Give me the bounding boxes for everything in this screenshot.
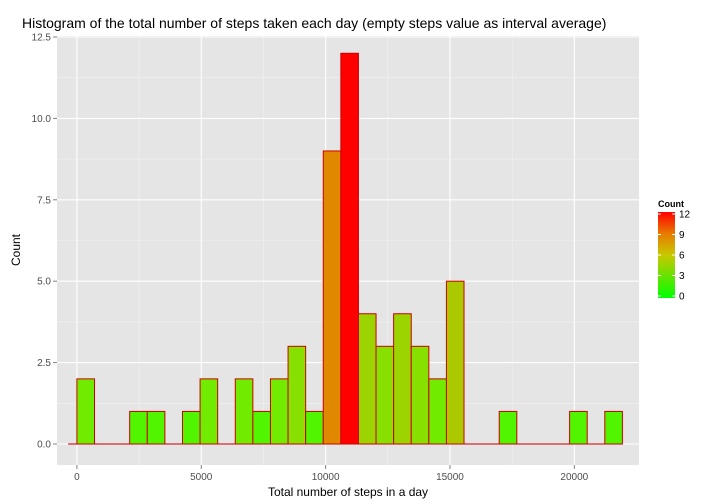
chart-title: Histogram of the total number of steps t… (22, 15, 606, 31)
y-tick-label: 5.0 (37, 277, 51, 288)
histogram-bar (357, 313, 377, 445)
legend-label: 9 (679, 230, 685, 241)
histogram-bar (428, 378, 447, 445)
legend-ticks: 0 3 6 9 12 (658, 210, 691, 303)
histogram-bar (569, 410, 588, 445)
x-tick-label: 5000 (190, 472, 213, 483)
histogram-bar (305, 410, 324, 445)
legend-label: 6 (679, 251, 685, 262)
y-tick-label: 7.5 (37, 195, 51, 206)
histogram-bar (287, 345, 307, 445)
histogram-bar (129, 410, 148, 445)
y-tick-label: 0.0 (37, 440, 51, 451)
legend-colorbar (658, 212, 675, 298)
y-tick-label: 10.0 (32, 114, 52, 125)
histogram-bar (322, 150, 342, 445)
histogram-bar (498, 410, 518, 445)
histogram-bar (604, 410, 623, 445)
histogram-bar (269, 378, 289, 445)
histogram-bar (76, 378, 96, 445)
legend-title: Count (658, 199, 684, 209)
y-axis: 0.0 2.5 5.0 7.5 10.0 12.5 (32, 33, 57, 451)
histogram-bar (146, 410, 166, 445)
x-axis-title: Total number of steps in a day (268, 485, 428, 499)
x-tick-label: 10000 (312, 472, 340, 483)
histogram-bar (445, 280, 465, 445)
histogram-bar (410, 345, 430, 445)
color-legend: Count 0 3 6 9 12 (658, 199, 691, 303)
histogram-bars (76, 52, 623, 445)
x-axis: 0 5000 10000 15000 20000 (74, 465, 589, 483)
x-tick-label: 0 (74, 472, 80, 483)
legend-label: 0 (679, 292, 685, 303)
legend-label: 3 (679, 271, 685, 282)
histogram-bar (340, 52, 359, 445)
x-tick-label: 15000 (436, 472, 464, 483)
y-tick-label: 12.5 (32, 33, 52, 44)
histogram-bar (375, 345, 395, 445)
y-axis-title: Count (9, 233, 23, 266)
legend-label: 12 (679, 210, 691, 221)
histogram-bar (252, 410, 271, 445)
histogram-bar (181, 410, 201, 445)
y-tick-label: 2.5 (37, 358, 51, 369)
histogram-bar (199, 378, 219, 445)
histogram-bar (234, 378, 254, 445)
histogram-bar (393, 313, 412, 445)
x-tick-label: 20000 (560, 472, 588, 483)
